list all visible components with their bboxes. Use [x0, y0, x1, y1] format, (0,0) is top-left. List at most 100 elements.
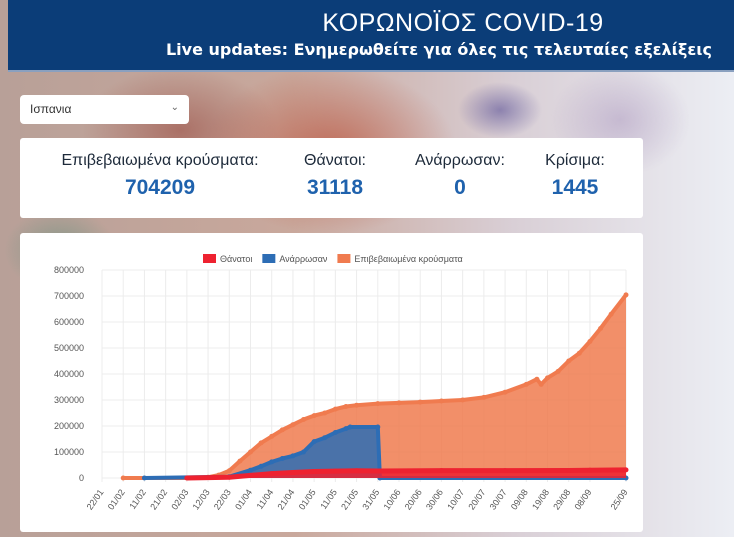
data-point: [290, 453, 296, 459]
page-subtitle: Live updates: Ενημερωθείτε για όλες τις …: [165, 40, 712, 59]
x-tick-label: 20/07: [466, 487, 487, 511]
data-point: [460, 397, 466, 403]
page-title: ΚΟΡΩΝΟΪΟΣ COVID-19: [322, 9, 604, 37]
data-point: [290, 422, 296, 428]
data-point: [322, 435, 328, 441]
legend-label: Ανάρρωσαν: [279, 254, 328, 264]
data-point: [332, 468, 338, 474]
data-point: [566, 358, 572, 364]
x-tick-label: 08/09: [572, 487, 593, 511]
data-point: [396, 400, 402, 406]
data-point: [534, 376, 540, 382]
data-point: [311, 469, 317, 474]
data-point: [226, 474, 232, 480]
stat-confirmed: Επιβεβαιωμένα κρούσματα: 704209: [50, 152, 270, 200]
data-point: [538, 381, 544, 387]
x-tick-label: 10/07: [445, 487, 466, 511]
data-point: [566, 467, 572, 473]
x-tick-label: 31/05: [360, 487, 381, 511]
x-tick-label: 11/02: [127, 487, 148, 511]
chevron-down-icon: ⌄: [170, 102, 179, 113]
data-point: [523, 381, 529, 387]
x-tick-label: 20/06: [403, 487, 424, 511]
data-point: [279, 456, 285, 461]
data-point: [555, 368, 561, 374]
data-point: [354, 468, 360, 474]
series-area: [123, 294, 626, 478]
stat-value: 31118: [306, 176, 364, 199]
stat-deaths: Θάνατοι: 31118: [290, 152, 380, 200]
x-tick-label: 02/03: [169, 487, 190, 511]
data-point: [226, 468, 232, 474]
data-point: [248, 472, 254, 478]
data-point: [279, 427, 285, 433]
data-point: [587, 467, 593, 473]
legend-label: Επιβεβαιωμένα κρούσματα: [354, 254, 462, 264]
y-tick-label: 0: [79, 473, 84, 483]
data-point: [438, 398, 444, 404]
data-point: [269, 459, 275, 465]
covid-chart: 0 100000 200000 300000 400000 500000 600000 700…: [54, 254, 630, 512]
legend-swatch: [203, 254, 216, 263]
stat-critical: Κρίσιμα: 1445: [535, 152, 615, 200]
stat-label: Ανάρρωσαν:: [415, 152, 505, 169]
data-point: [332, 406, 338, 412]
stat-value: 704209: [124, 176, 196, 199]
x-tick-label: 12/03: [191, 487, 212, 511]
data-point: [545, 375, 551, 381]
data-point: [248, 449, 254, 455]
data-point: [354, 402, 360, 408]
y-tick-label: 300000: [54, 395, 84, 405]
x-tick-label: 01/04: [233, 487, 254, 511]
data-point: [623, 292, 629, 298]
data-point: [481, 394, 487, 400]
data-point: [375, 424, 381, 430]
data-point: [301, 449, 307, 455]
x-tick-label: 30/06: [424, 487, 445, 511]
data-point: [347, 424, 353, 430]
x-tick-label: 11/04: [255, 487, 276, 511]
stat-value: 1445: [551, 176, 599, 199]
stats-card: Επιβεβαιωμένα κρούσματα: 704209 Θάνατοι: 3…: [20, 138, 643, 218]
y-tick-label: 800000: [54, 265, 84, 275]
x-tick-label: 21/05: [339, 487, 360, 511]
x-tick-label: 22/01: [85, 487, 106, 511]
data-point: [301, 417, 307, 422]
data-point: [184, 475, 190, 481]
data-point: [332, 430, 338, 435]
stat-label: Θάνατοι:: [304, 152, 366, 169]
data-point: [237, 458, 243, 464]
x-tick-label: 29/08: [551, 487, 572, 511]
country-select-value: Ισπανια: [30, 102, 72, 116]
x-tick-label: 09/08: [509, 487, 530, 511]
legend-swatch: [262, 254, 276, 263]
legend-label: Θάνατοι: [220, 254, 252, 264]
data-point: [258, 463, 264, 469]
legend-swatch: [337, 254, 351, 263]
data-point: [120, 475, 126, 481]
x-tick-label: 25/09: [609, 487, 630, 511]
x-tick-label: 22/03: [212, 487, 233, 511]
chart-card: 0 100000 200000 300000 400000 500000 600000 700…: [20, 233, 643, 532]
x-tick-label: 30/07: [488, 487, 509, 511]
data-point: [258, 440, 264, 446]
series-line: [144, 425, 626, 480]
x-tick-label: 11/05: [318, 487, 339, 511]
y-tick-label: 200000: [54, 421, 84, 431]
data-point: [576, 350, 582, 356]
data-point: [375, 401, 381, 407]
x-tick-label: 01/05: [297, 487, 318, 511]
series-line: [186, 467, 627, 481]
header-banner: ΚΟΡΩΝΟΪΟΣ COVID-19 Live updates: Ενημερω…: [8, 0, 734, 72]
x-tick-label: 21/04: [275, 487, 296, 511]
data-point: [375, 468, 381, 474]
y-tick-label: 600000: [54, 317, 84, 327]
x-tick-label: 19/08: [530, 487, 551, 511]
data-point: [587, 339, 593, 344]
data-point: [269, 471, 275, 477]
stat-value: 0: [454, 176, 466, 199]
data-point: [141, 475, 147, 481]
data-point: [343, 404, 349, 409]
x-tick-label: 01/02: [106, 487, 127, 511]
country-select[interactable]: Ισπανια ⌄: [20, 95, 189, 124]
